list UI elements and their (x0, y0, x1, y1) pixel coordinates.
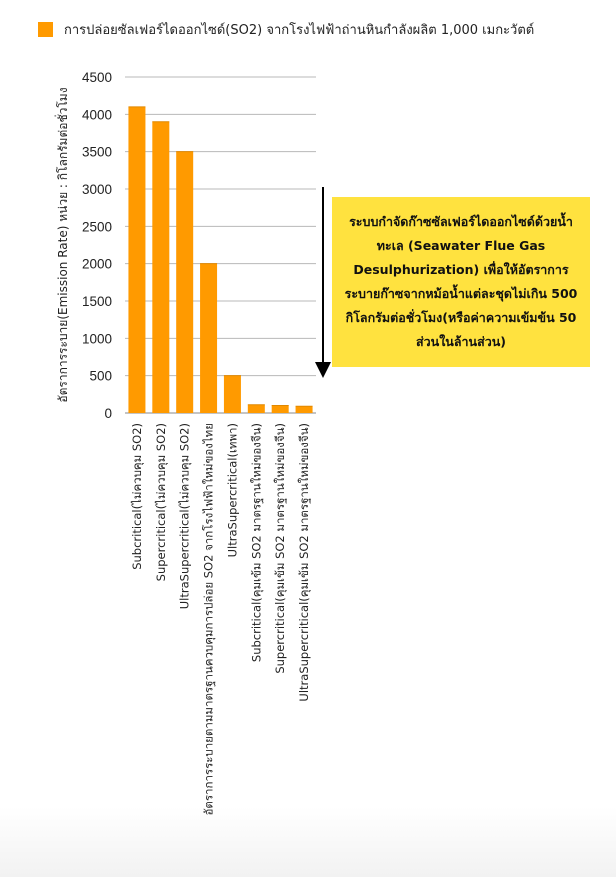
x-category-label: UltraSupercritical(คุมเข้ม SO2 มาตรฐานให… (297, 423, 311, 702)
bar (223, 375, 241, 413)
x-category-label: Subcritical(คุมเข้ม SO2 มาตรฐานใหม่ของจี… (249, 423, 263, 662)
x-category-label: UltraSupercritical(ไม่ควบคุม SO2) (178, 423, 192, 609)
x-category-label: Supercritical(ไม่ควบคุม SO2) (154, 423, 168, 581)
bar (128, 106, 146, 413)
chart-legend: การปล่อยซัลเฟอร์ไดออกไซด์(SO2) จากโรงไฟฟ… (38, 19, 534, 39)
bar (152, 121, 170, 414)
bar (247, 404, 265, 413)
legend-swatch (38, 21, 53, 37)
y-tick-label: 500 (89, 369, 112, 384)
y-tick-label: 1000 (82, 331, 112, 346)
bar (295, 406, 313, 413)
y-tick-label: 3500 (82, 145, 112, 160)
y-tick-label: 4500 (82, 70, 112, 85)
bar (271, 405, 289, 413)
callout-arrow-head (315, 362, 331, 378)
y-tick-label: 4000 (82, 107, 112, 122)
x-category-label: Subcritical(ไม่ควบคุม SO2) (130, 423, 144, 570)
y-tick-label: 2000 (82, 257, 112, 272)
y-tick-label: 3000 (82, 182, 112, 197)
y-tick-label: 2500 (82, 219, 112, 234)
x-category-label: UltraSupercritical(เทพา) (225, 423, 239, 557)
legend-label: การปล่อยซัลเฟอร์ไดออกไซด์(SO2) จากโรงไฟฟ… (64, 22, 535, 38)
bar (200, 263, 218, 413)
x-category-label: Supercritical(คุมเข้ม SO2 มาตรฐานใหม่ของ… (273, 423, 287, 674)
y-tick-label: 1500 (82, 294, 112, 309)
x-category-label: อัตราการระบายตามมาตรฐานควบคุมการปล่อย SO… (202, 423, 216, 816)
annotation-callout: ระบบกำจัดก๊าซซัลเฟอร์ไดออกไซด์ด้วยน้ำทะเ… (332, 197, 590, 367)
bar (176, 151, 194, 413)
y-axis-label: อัตราการระบาย(Emission Rate) หน่วย : กิโ… (54, 87, 70, 402)
y-tick-label: 0 (104, 406, 112, 421)
page-bottom-fade (0, 807, 616, 877)
